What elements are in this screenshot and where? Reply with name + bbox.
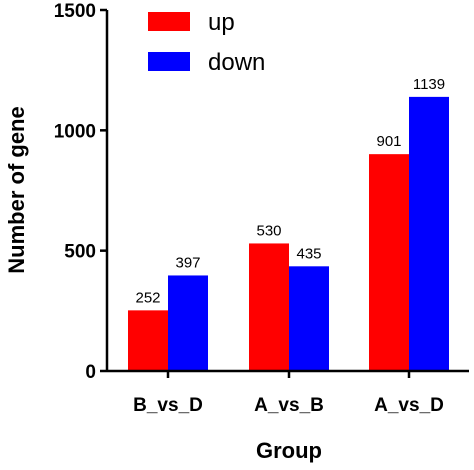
x-axis-ticks: B_vs_D A_vs_B A_vs_D (133, 371, 444, 416)
x-tick-label: A_vs_B (254, 395, 324, 416)
legend-label-up: up (208, 9, 235, 36)
bars (128, 96, 449, 371)
bar-down (168, 275, 208, 371)
y-tick-label: 500 (64, 242, 96, 263)
x-tick-label: B_vs_D (133, 395, 203, 416)
data-labels: 252 397 530 435 901 1139 (135, 76, 445, 306)
data-label-down: 1139 (413, 76, 445, 93)
y-axis-title: Number of gene (4, 106, 29, 273)
legend-label-down: down (208, 49, 265, 76)
legend-swatch-up (148, 12, 190, 31)
y-tick-label: 1000 (54, 121, 96, 142)
data-label-down: 435 (296, 245, 321, 262)
y-axis-ticks: 0 500 1000 1500 (54, 1, 107, 383)
y-tick-label: 0 (85, 362, 96, 383)
x-tick-label: A_vs_D (374, 395, 444, 416)
data-label-up: 252 (135, 289, 160, 306)
bar-down (289, 266, 329, 371)
legend: up down (148, 9, 265, 76)
bar-up (369, 154, 409, 371)
bar-up (128, 310, 168, 371)
x-axis-title: Group (256, 438, 322, 463)
data-label-up: 901 (376, 133, 401, 150)
data-label-down: 397 (175, 254, 200, 271)
y-tick-label: 1500 (54, 1, 96, 22)
data-label-up: 530 (256, 222, 281, 239)
bar-up (249, 243, 289, 371)
bar-down (409, 96, 449, 371)
legend-swatch-down (148, 52, 190, 71)
